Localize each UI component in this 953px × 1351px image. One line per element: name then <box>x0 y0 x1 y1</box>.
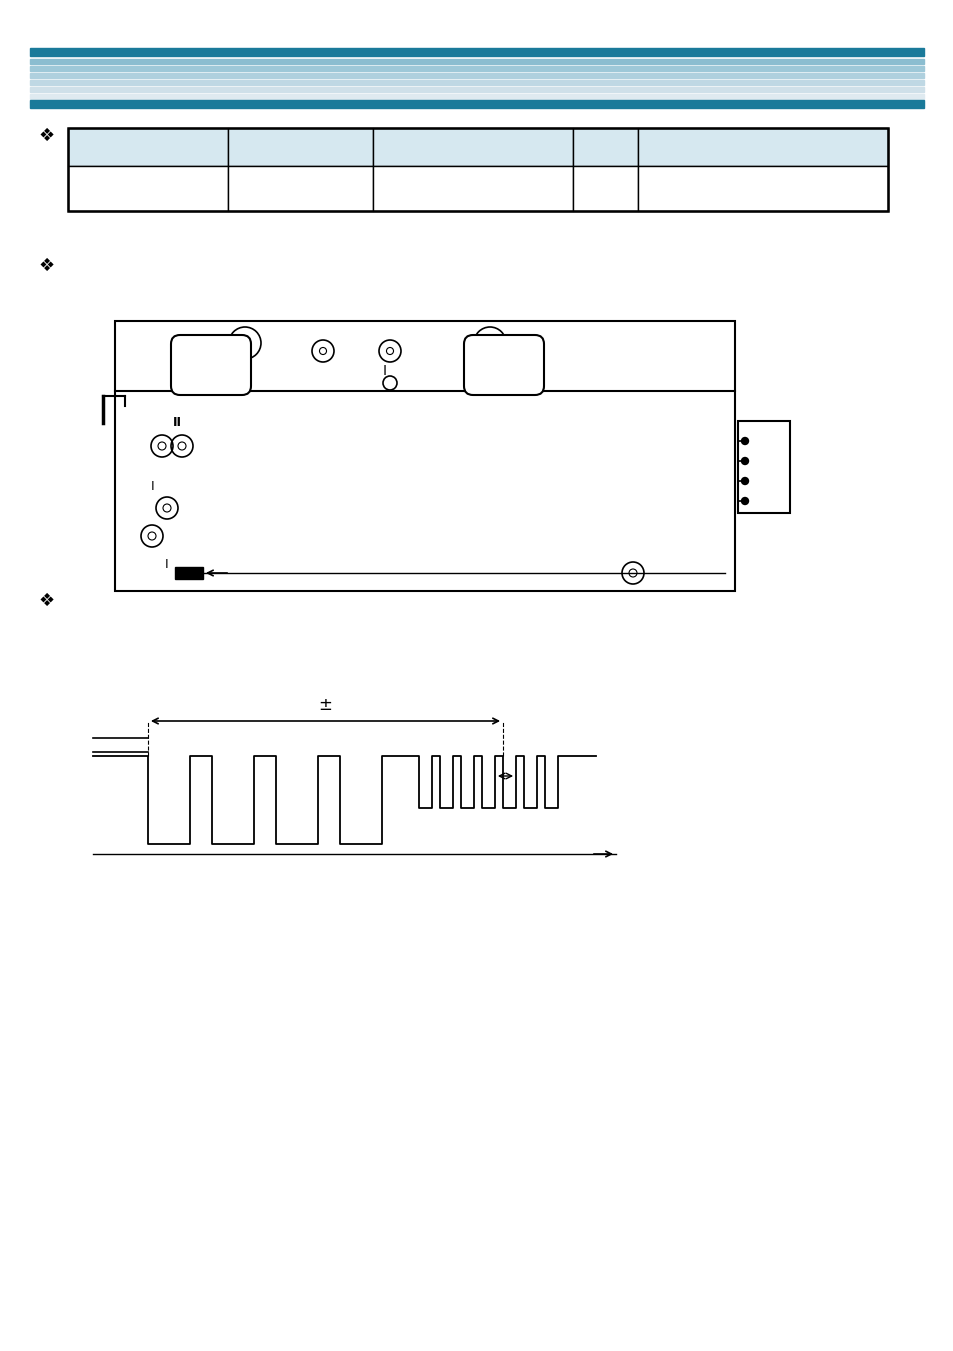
Bar <box>30 95 923 99</box>
Bar <box>30 101 923 105</box>
Bar <box>638 166 887 211</box>
Circle shape <box>740 458 748 465</box>
FancyBboxPatch shape <box>171 335 251 394</box>
Text: II: II <box>172 416 181 430</box>
Circle shape <box>740 477 748 485</box>
Text: I: I <box>151 480 154 493</box>
Bar <box>30 100 923 108</box>
Text: I: I <box>382 363 387 378</box>
Text: ❖: ❖ <box>38 127 54 145</box>
Bar <box>174 567 203 580</box>
Bar <box>68 128 887 211</box>
Text: ±: ± <box>318 696 332 713</box>
FancyBboxPatch shape <box>463 335 543 394</box>
Bar <box>373 166 573 211</box>
Bar <box>228 128 373 166</box>
Circle shape <box>740 438 748 444</box>
Text: ❖: ❖ <box>38 592 54 611</box>
Bar <box>738 422 789 513</box>
Text: ❖: ❖ <box>38 257 54 276</box>
Bar <box>30 66 923 72</box>
Bar <box>68 128 228 166</box>
Bar <box>30 49 923 55</box>
Text: I: I <box>165 558 169 570</box>
Bar <box>573 166 638 211</box>
Bar <box>638 128 887 166</box>
Bar <box>30 80 923 85</box>
Bar <box>30 73 923 78</box>
Bar <box>30 86 923 92</box>
Bar <box>30 59 923 63</box>
Bar <box>373 128 573 166</box>
Bar <box>573 128 638 166</box>
Bar <box>228 166 373 211</box>
Circle shape <box>740 497 748 504</box>
Bar <box>115 322 734 590</box>
Bar <box>68 166 228 211</box>
